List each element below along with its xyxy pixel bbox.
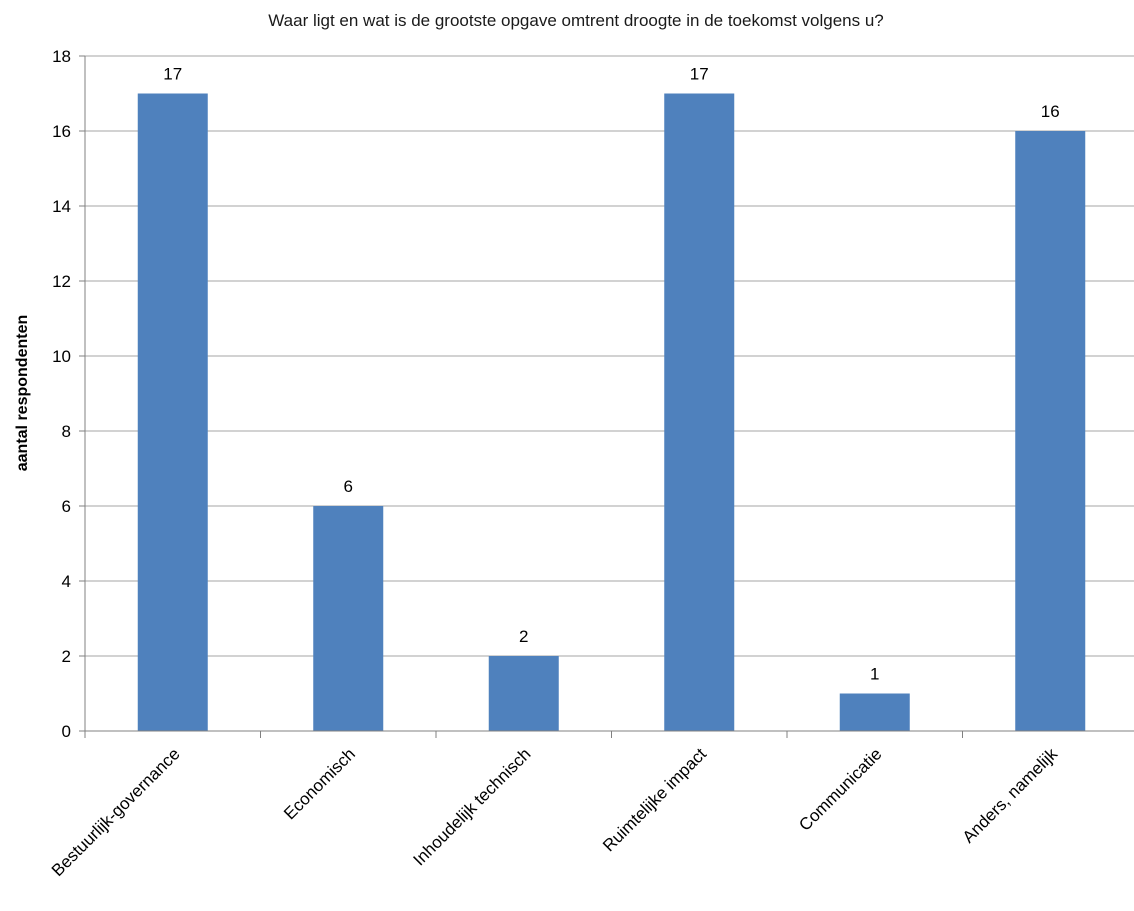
- data-label: 17: [690, 65, 709, 84]
- bar-4: [839, 693, 910, 731]
- gridlines: [85, 55, 1134, 657]
- axes: [79, 55, 1134, 738]
- y-tick-labels: 0 2 4 6 8 10 12 14 16 18: [52, 47, 71, 741]
- data-label: 16: [1041, 102, 1060, 121]
- bar-0: [137, 93, 208, 731]
- data-label: 2: [519, 627, 528, 646]
- x-tick-labels: Bestuurlijk-governance Economisch Inhoudel…: [48, 744, 1062, 880]
- x-tick-label: Ruimtelijke impact: [599, 744, 710, 855]
- bar-5: [1015, 131, 1086, 731]
- x-tick-label: Communicatie: [795, 744, 885, 834]
- x-tick-label: Bestuurlijk-governance: [48, 744, 184, 880]
- chart-title: Waar ligt en wat is de grootste opgave o…: [268, 11, 884, 30]
- y-tick-label: 14: [52, 197, 71, 216]
- y-tick-label: 18: [52, 47, 71, 66]
- bars: [137, 93, 1086, 731]
- data-label: 17: [163, 65, 182, 84]
- bar-2: [488, 656, 559, 731]
- y-tick-label: 12: [52, 272, 71, 291]
- y-tick-label: 2: [62, 647, 71, 666]
- x-tick-label: Anders, namelijk: [959, 744, 1062, 847]
- data-label: 1: [870, 665, 879, 684]
- y-tick-label: 16: [52, 122, 71, 141]
- data-label: 6: [344, 477, 353, 496]
- y-tick-label: 0: [62, 722, 71, 741]
- data-labels: 17 6 2 17 1 16: [163, 65, 1059, 684]
- bar-3: [664, 93, 735, 731]
- y-axis-label: aantal respondenten: [14, 315, 31, 471]
- y-tick-label: 4: [62, 572, 71, 591]
- x-tick-label: Inhoudelijk technisch: [410, 744, 535, 869]
- y-tick-label: 10: [52, 347, 71, 366]
- y-tick-label: 8: [62, 422, 71, 441]
- bar-1: [313, 506, 384, 731]
- x-tick-label: Economisch: [280, 744, 359, 823]
- y-tick-label: 6: [62, 497, 71, 516]
